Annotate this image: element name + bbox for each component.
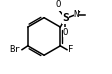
Text: S: S: [62, 13, 69, 23]
Text: Br: Br: [10, 45, 20, 54]
Text: F: F: [68, 45, 73, 54]
Text: O: O: [56, 0, 61, 9]
Text: O: O: [63, 28, 68, 37]
Text: N: N: [74, 10, 79, 19]
